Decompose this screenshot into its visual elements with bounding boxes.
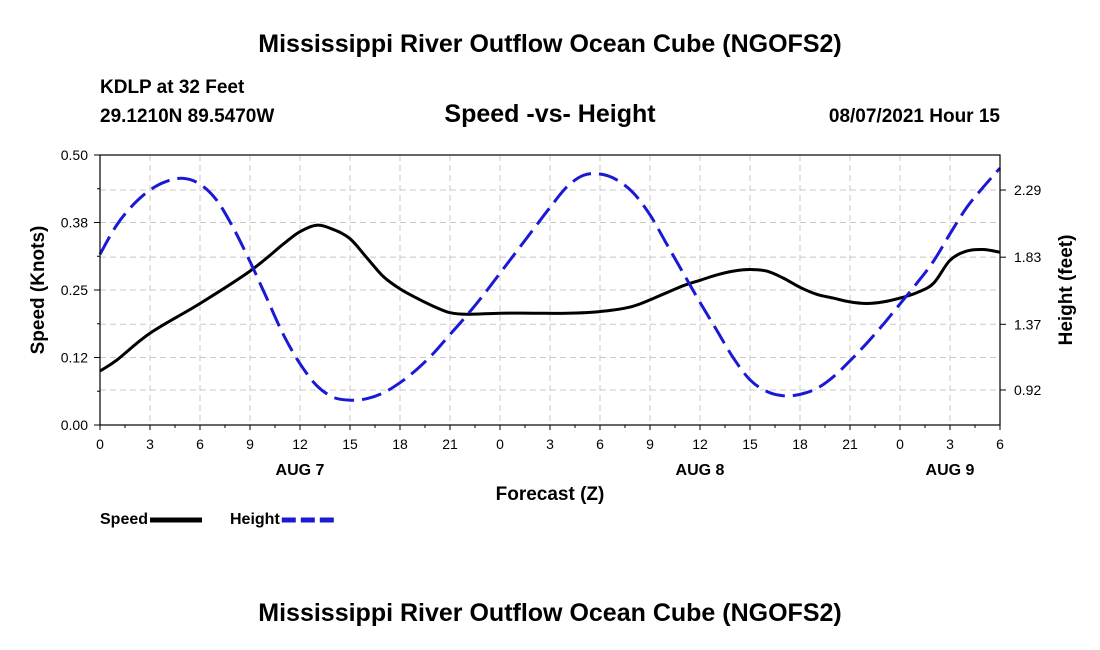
x-tick-label: 6 — [196, 436, 204, 452]
y-tick-label: 0.00 — [61, 417, 88, 433]
series-line-speed — [99, 223, 1001, 373]
y-tick-label: 0.12 — [61, 350, 88, 366]
x-tick-label: 3 — [946, 436, 954, 452]
x-day-label: AUG 9 — [926, 462, 975, 479]
y2-tick-label: 1.83 — [1014, 249, 1041, 265]
y2-tick-label: 1.37 — [1014, 316, 1041, 332]
x-tick-label: 0 — [496, 436, 504, 452]
station-coordinates: 29.1210N 89.5470W — [100, 106, 275, 127]
x-tick-label: 6 — [596, 436, 604, 452]
y-tick-label: 0.25 — [61, 282, 88, 298]
x-tick-label: 12 — [292, 436, 308, 452]
x-tick-label: 15 — [742, 436, 758, 452]
legend: Speed Height — [100, 511, 334, 528]
x-tick-label: 18 — [792, 436, 808, 452]
axes: 0 3 6 9 12 15 18 21 0 3 6 9 12 15 18 21 0 3 6 0.00 0.12 0.25 0… — [28, 147, 1077, 505]
y2-tick-label: 2.29 — [1014, 182, 1041, 198]
x-tick-label: 9 — [246, 436, 254, 452]
x-axis-title: Forecast (Z) — [496, 484, 605, 505]
x-tick-label: 21 — [442, 436, 458, 452]
y-tick-label: 0.50 — [61, 147, 88, 163]
legend-label-height: Height — [230, 511, 280, 528]
y-axis-title: Speed (Knots) — [28, 226, 49, 355]
chart-subtitle: Speed -vs- Height — [444, 100, 656, 128]
x-tick-label: 9 — [646, 436, 654, 452]
x-tick-label: 12 — [692, 436, 708, 452]
y-tick-label: 0.38 — [61, 215, 88, 231]
series-line-height — [98, 167, 1002, 402]
x-tick-label: 3 — [546, 436, 554, 452]
x-day-label: AUG 8 — [676, 462, 725, 479]
x-tick-label: 18 — [392, 436, 408, 452]
forecast-datetime: 08/07/2021 Hour 15 — [828, 106, 1000, 127]
x-tick-label: 0 — [96, 436, 104, 452]
x-tick-label: 6 — [996, 436, 1004, 452]
chart-title: Mississippi River Outflow Ocean Cube (NG… — [258, 30, 842, 58]
x-day-label: AUG 7 — [276, 462, 325, 479]
x-tick-label: 0 — [896, 436, 904, 452]
legend-label-speed: Speed — [100, 511, 148, 528]
y2-axis-title: Height (feet) — [1056, 235, 1077, 346]
y2-tick-label: 0.92 — [1014, 382, 1041, 398]
x-tick-label: 3 — [146, 436, 154, 452]
grid — [100, 155, 1000, 425]
x-tick-label: 15 — [342, 436, 358, 452]
x-tick-label: 21 — [842, 436, 858, 452]
station-name: KDLP at 32 Feet — [100, 77, 245, 98]
footer-title: Mississippi River Outflow Ocean Cube (NG… — [258, 599, 842, 627]
series-layer — [98, 167, 1002, 402]
